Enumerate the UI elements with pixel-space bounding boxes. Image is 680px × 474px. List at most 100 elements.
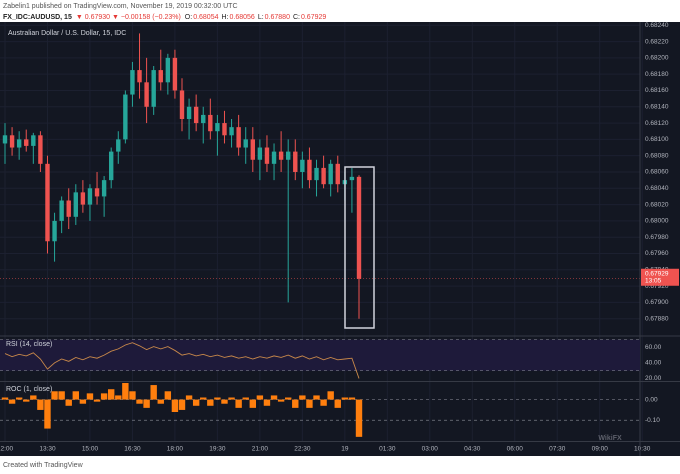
- candle-body: [215, 123, 220, 132]
- roc-bar: [221, 399, 228, 404]
- roc-bar: [242, 397, 249, 400]
- roc-bar: [178, 399, 186, 410]
- y-tick-label: 0.68220: [645, 38, 669, 45]
- pane-title: RSI (14, close): [6, 341, 52, 348]
- y-tick-label: 0.68020: [645, 201, 669, 208]
- annotation-box: [344, 166, 375, 329]
- change: ▼ 0.67930 ▼ −0.00158 (−0.23%): [76, 14, 181, 21]
- roc-bar: [72, 391, 79, 400]
- roc-bar: [37, 399, 44, 410]
- candle-body: [356, 176, 362, 279]
- candle-body: [101, 180, 107, 197]
- x-tick-label: 22:30: [294, 446, 311, 453]
- ohlc-value: 0.68054: [193, 14, 218, 21]
- y-tick-label: 0.00: [645, 396, 658, 403]
- candle-body: [137, 70, 142, 83]
- ohlc-key: H:: [222, 14, 229, 21]
- roc-bar: [256, 395, 264, 400]
- ohlc-value: 0.68056: [230, 14, 255, 21]
- candle-body: [151, 70, 156, 107]
- roc-bar: [136, 399, 143, 404]
- roc-bar: [8, 399, 16, 404]
- candle-body: [73, 192, 78, 217]
- roc-bar: [228, 397, 235, 400]
- candle-body: [2, 135, 8, 144]
- candle-body: [186, 106, 192, 119]
- roc-bar: [355, 399, 363, 437]
- candle-body: [94, 188, 100, 197]
- roc-bar: [150, 385, 157, 400]
- roc-bar: [285, 397, 292, 400]
- y-tick-label: 40.00: [645, 360, 662, 367]
- y-tick-label: 0.68160: [645, 87, 669, 94]
- y-tick-label: 20.00: [645, 375, 662, 382]
- y-tick-label: 0.68060: [645, 169, 669, 176]
- candle-body: [278, 151, 284, 160]
- candle-body: [130, 70, 135, 95]
- ohlc-key: C:: [293, 14, 300, 21]
- candle-body: [300, 159, 305, 172]
- chart-background: [0, 22, 680, 456]
- roc-bar: [1, 397, 9, 400]
- symbol-line: FX_IDC:AUDUSD, 15 ▼ 0.67930 ▼ −0.00158 (−…: [3, 14, 326, 21]
- candle-body: [349, 176, 355, 181]
- y-tick-label: 0.68180: [645, 71, 669, 78]
- x-tick-label: 10:30: [634, 446, 651, 453]
- roc-bar: [299, 395, 306, 400]
- roc-bar: [15, 397, 23, 400]
- candle-body: [109, 151, 114, 181]
- roc-bar: [157, 399, 164, 404]
- roc-bar: [51, 391, 58, 400]
- countdown-label: 13:05: [645, 277, 662, 284]
- roc-bar: [58, 391, 65, 400]
- y-tick-label: 0.68120: [645, 120, 669, 127]
- candle-body: [165, 57, 171, 83]
- chart-title: Australian Dollar / U.S. Dollar, 15, IDC: [8, 30, 126, 37]
- symbol: FX_IDC:AUDUSD, 15: [3, 14, 72, 21]
- candle-body: [59, 200, 64, 221]
- roc-bar: [44, 399, 51, 429]
- roc-bar: [313, 395, 320, 400]
- roc-bar: [341, 397, 349, 400]
- x-tick-label: 21:00: [252, 446, 269, 453]
- y-tick-label: 0.67980: [645, 234, 669, 241]
- roc-bar: [93, 399, 101, 402]
- candle-body: [250, 139, 255, 160]
- y-tick-label: 0.67960: [645, 250, 669, 257]
- roc-bar: [143, 399, 150, 408]
- candle-body: [229, 127, 234, 136]
- roc-bar: [292, 399, 299, 408]
- roc-bar: [327, 391, 334, 400]
- x-tick-label: 03:00: [422, 446, 439, 453]
- x-tick-label: 19:30: [209, 446, 226, 453]
- roc-bar: [214, 397, 221, 400]
- roc-bar: [185, 395, 193, 400]
- candle-body: [123, 94, 128, 140]
- roc-bar: [129, 391, 136, 400]
- roc-bar: [207, 399, 214, 406]
- y-tick-label: 0.67920: [645, 283, 669, 290]
- y-tick-label: 0.68000: [645, 218, 669, 225]
- watermark: WikiFX: [598, 435, 622, 442]
- y-tick-label: 0.68200: [645, 55, 669, 62]
- candle-body: [158, 70, 163, 83]
- candle-body: [45, 163, 50, 242]
- pane-title: ROC (1, close): [6, 386, 52, 393]
- candle-body: [144, 82, 149, 107]
- y-tick-label: 0.68040: [645, 185, 669, 192]
- y-tick-label: 0.68240: [645, 22, 669, 29]
- roc-bar: [320, 399, 327, 406]
- roc-bar: [79, 399, 87, 404]
- x-tick-label: 19: [341, 446, 349, 453]
- roc-bar: [171, 399, 179, 412]
- roc-bar: [164, 391, 172, 400]
- x-tick-label: 01:30: [379, 446, 396, 453]
- candle-body: [172, 57, 178, 91]
- y-tick-label: 0.68100: [645, 136, 669, 143]
- candle-body: [66, 200, 71, 217]
- roc-bar: [23, 399, 30, 402]
- publish-line: Zabelin1 published on TradingView.com, N…: [3, 3, 238, 10]
- roc-bar: [122, 383, 129, 400]
- roc-bar: [263, 399, 271, 406]
- candle-body: [321, 167, 326, 185]
